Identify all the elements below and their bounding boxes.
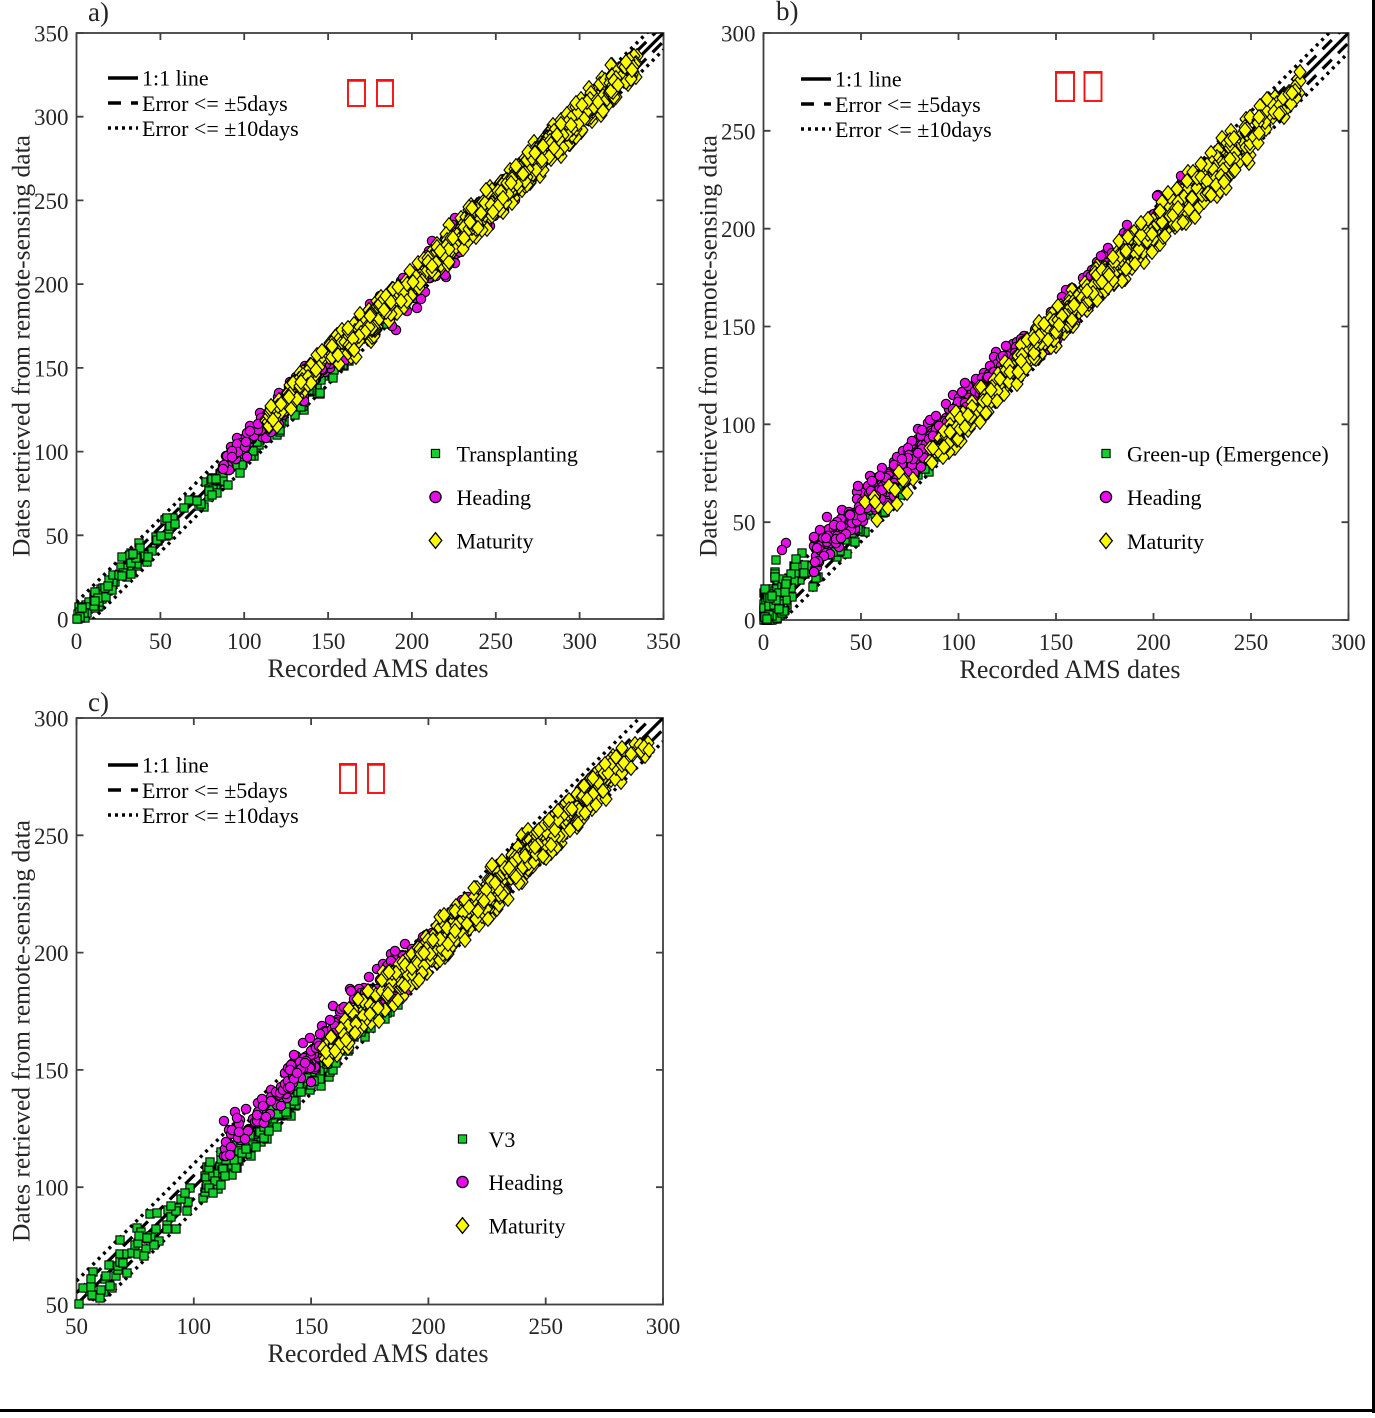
svg-text:200: 200 [411, 1314, 446, 1339]
svg-text:150: 150 [294, 1314, 329, 1339]
svg-text:300: 300 [1331, 630, 1366, 655]
svg-text:50: 50 [733, 511, 756, 536]
svg-text:100: 100 [34, 440, 69, 465]
svg-text:b): b) [776, 0, 799, 26]
svg-text:Maturity: Maturity [489, 1214, 566, 1239]
svg-text:200: 200 [34, 273, 69, 298]
svg-text:250: 250 [34, 824, 69, 849]
svg-text:150: 150 [721, 315, 756, 340]
svg-text:1:1 line: 1:1 line [142, 66, 209, 91]
svg-text:Dates retrieved from remote-se: Dates retrieved from remote-sensing data [7, 820, 36, 1242]
svg-text:100: 100 [721, 413, 756, 438]
svg-text:Error <= ±5days: Error <= ±5days [142, 778, 288, 803]
svg-text:250: 250 [34, 189, 69, 214]
svg-text:Maturity: Maturity [457, 529, 534, 554]
svg-text:0: 0 [744, 609, 756, 634]
svg-text:Recorded AMS dates: Recorded AMS dates [268, 1339, 489, 1368]
svg-text:1:1 line: 1:1 line [835, 67, 902, 92]
svg-text:50: 50 [65, 1314, 88, 1339]
svg-text:Transplanting: Transplanting [457, 442, 578, 467]
svg-text:Recorded AMS dates: Recorded AMS dates [268, 654, 489, 683]
svg-text:Recorded AMS dates: Recorded AMS dates [960, 655, 1181, 684]
svg-text:50: 50 [149, 629, 172, 654]
svg-text:100: 100 [34, 1176, 69, 1201]
svg-text:Heading: Heading [1127, 485, 1202, 510]
svg-text:Dates retrieved from remote-se: Dates retrieved from remote-sensing data [694, 135, 723, 557]
svg-text:350: 350 [646, 629, 681, 654]
svg-text:Error <= ±10days: Error <= ±10days [142, 116, 299, 141]
svg-text:Dates retrieved from remote-se: Dates retrieved from remote-sensing data [7, 135, 36, 557]
svg-text:200: 200 [721, 217, 756, 242]
svg-text:0: 0 [57, 608, 69, 633]
svg-text:300: 300 [34, 707, 69, 732]
svg-text:Error <= ±10days: Error <= ±10days [835, 117, 992, 142]
svg-text:100: 100 [227, 629, 262, 654]
svg-text:300: 300 [562, 629, 597, 654]
svg-text:50: 50 [46, 524, 69, 549]
svg-text:Heading: Heading [457, 485, 532, 510]
svg-text:150: 150 [1039, 630, 1074, 655]
svg-text:Heading: Heading [489, 1170, 564, 1195]
svg-text:150: 150 [34, 1058, 69, 1083]
svg-text:150: 150 [34, 356, 69, 381]
svg-text:350: 350 [34, 22, 69, 47]
svg-text:Green-up (Emergence): Green-up (Emergence) [1127, 442, 1329, 467]
svg-text:100: 100 [941, 630, 976, 655]
svg-text:300: 300 [646, 1314, 681, 1339]
svg-text:300: 300 [34, 105, 69, 130]
svg-text:200: 200 [395, 629, 430, 654]
svg-text:250: 250 [1234, 630, 1269, 655]
svg-text:0: 0 [71, 629, 83, 654]
svg-text:300: 300 [721, 22, 756, 47]
svg-text:50: 50 [850, 630, 873, 655]
svg-text:Maturity: Maturity [1127, 529, 1204, 554]
svg-text:250: 250 [479, 629, 514, 654]
svg-text:Error <= ±10days: Error <= ±10days [142, 803, 299, 828]
svg-text:50: 50 [46, 1293, 69, 1318]
svg-text:1:1 line: 1:1 line [142, 753, 209, 778]
svg-text:Error <= ±5days: Error <= ±5days [835, 92, 981, 117]
svg-text:V3: V3 [489, 1127, 516, 1152]
svg-text:250: 250 [528, 1314, 563, 1339]
svg-text:c): c) [88, 687, 109, 717]
svg-text:200: 200 [34, 941, 69, 966]
svg-text:0: 0 [758, 630, 770, 655]
svg-text:a): a) [88, 0, 109, 27]
svg-text:150: 150 [311, 629, 346, 654]
svg-text:100: 100 [177, 1314, 212, 1339]
svg-text:200: 200 [1136, 630, 1171, 655]
svg-text:250: 250 [721, 119, 756, 144]
svg-text:Error <= ±5days: Error <= ±5days [142, 91, 288, 116]
